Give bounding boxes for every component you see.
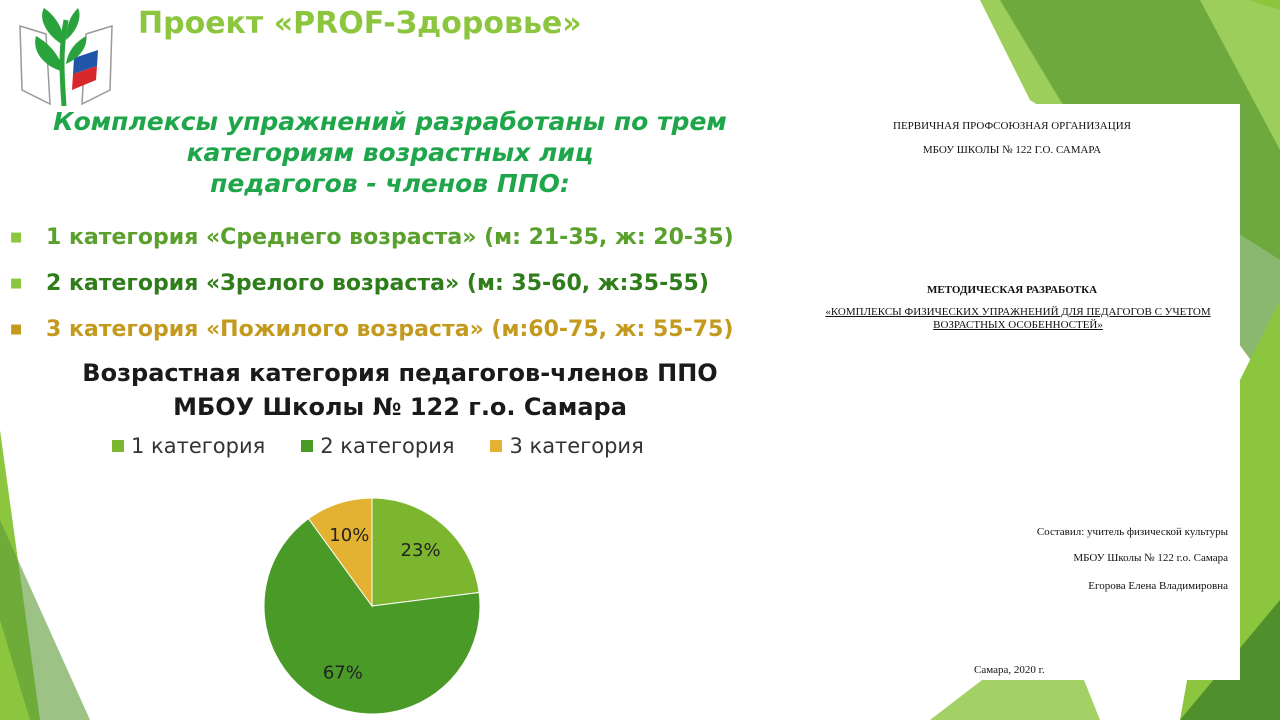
legend-label: 3 категория <box>509 434 644 458</box>
legend-item-3: 3 категория <box>490 434 644 458</box>
square-bullet-icon: ■ <box>10 275 23 291</box>
subtitle-line-3: педагогов - членов ППО: <box>210 169 570 198</box>
legend-swatch <box>490 440 503 452</box>
category-label: 2 категория «Зрелого возраста» (м: 35-60… <box>46 270 709 296</box>
category-item-2: ■ 2 категория «Зрелого возраста» (м: 35-… <box>10 260 734 306</box>
category-label: 1 категория «Среднего возраста» (м: 21-3… <box>46 224 734 250</box>
doc-org-line-1: ПЕРВИЧНАЯ ПРОФСОЮЗНАЯ ОРГАНИЗАЦИЯ <box>893 120 1131 132</box>
doc-type: МЕТОДИЧЕСКАЯ РАЗРАБОТКА <box>926 284 1098 296</box>
category-item-1: ■ 1 категория «Среднего возраста» (м: 21… <box>10 214 734 260</box>
square-bullet-icon: ■ <box>10 229 23 245</box>
document-preview: ПЕРВИЧНАЯ ПРОФСОЮЗНАЯ ОРГАНИЗАЦИЯ МБОУ Ш… <box>784 104 1240 680</box>
category-label: 3 категория «Пожилого возраста» (м:60-75… <box>46 316 734 342</box>
pie-slice-2 <box>263 517 481 715</box>
category-item-3: ■ 3 категория «Пожилого возраста» (м:60-… <box>10 306 734 352</box>
project-title: Проект «PROF-Здоровье» <box>138 6 582 41</box>
legend-swatch <box>112 440 124 452</box>
pie-slice-label-3: 10% <box>329 525 369 546</box>
chart-title: Возрастная категория педагогов-членов ПП… <box>40 356 760 424</box>
doc-name: «КОМПЛЕКСЫ ФИЗИЧЕСКИХ УПРАЖНЕНИЙ ДЛЯ ПЕД… <box>825 306 1211 331</box>
chart-title-line-1: Возрастная категория педагогов-членов ПП… <box>82 359 718 387</box>
pie-chart: 23% 67% 10% <box>263 497 481 715</box>
doc-org-line-2: МБОУ ШКОЛЫ № 122 Г.О. САМАРА <box>922 144 1102 156</box>
category-list: ■ 1 категория «Среднего возраста» (м: 21… <box>10 214 734 352</box>
subtitle-line-1: Комплексы упражнений разработаны по трем <box>53 107 727 136</box>
doc-city-year: Самара, 2020 г. <box>974 664 1045 676</box>
subtitle-line-2: категориям возрастных лиц <box>186 138 594 167</box>
chart-legend: 1 категория 2 категория 3 категория <box>112 434 644 458</box>
subtitle: Комплексы упражнений разработаны по трем… <box>20 106 760 199</box>
chart-title-line-2: МБОУ Школы № 122 г.о. Самара <box>173 393 627 421</box>
legend-swatch <box>301 440 314 452</box>
square-bullet-icon: ■ <box>10 321 23 337</box>
profsoyuz-logo <box>19 8 113 107</box>
doc-author-line-2: МБОУ Школы № 122 г.о. Самара <box>1073 552 1228 564</box>
legend-label: 1 категория <box>131 434 266 458</box>
doc-author-line-3: Егорова Елена Владимировна <box>1088 580 1228 592</box>
doc-author-line-1: Составил: учитель физической культуры <box>1036 526 1228 538</box>
pie-slice-1 <box>371 497 480 607</box>
legend-label: 2 категория <box>320 434 455 458</box>
pie-slice-label-2: 67% <box>323 662 363 683</box>
legend-item-1: 1 категория <box>112 434 265 458</box>
legend-item-2: 2 категория <box>301 434 454 458</box>
pie-slice-3 <box>307 497 373 608</box>
pie-slice-label-1: 23% <box>401 540 441 561</box>
